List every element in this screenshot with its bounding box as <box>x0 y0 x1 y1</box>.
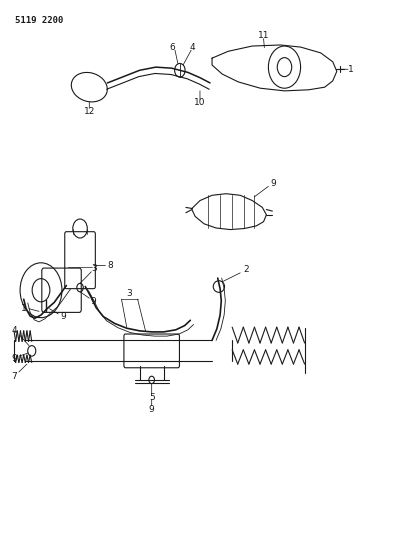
Text: 12: 12 <box>84 108 95 116</box>
Text: 3: 3 <box>126 289 133 298</box>
Text: 8: 8 <box>108 261 113 270</box>
Text: 5119 2200: 5119 2200 <box>15 16 63 25</box>
Text: 2: 2 <box>243 265 248 273</box>
Text: 9: 9 <box>91 297 96 306</box>
Text: 1: 1 <box>21 304 27 313</box>
Text: 9: 9 <box>149 406 155 415</box>
Text: 9: 9 <box>11 354 17 363</box>
Text: 9: 9 <box>271 179 276 188</box>
Text: 10: 10 <box>194 99 206 108</box>
Text: 4: 4 <box>12 326 18 335</box>
Text: 4: 4 <box>189 43 195 52</box>
Text: 6: 6 <box>169 43 175 52</box>
Text: 1: 1 <box>348 64 354 74</box>
Text: 7: 7 <box>11 372 17 381</box>
Text: 11: 11 <box>258 31 269 40</box>
Text: 3: 3 <box>92 264 98 273</box>
Text: 9: 9 <box>60 312 66 321</box>
Text: 5: 5 <box>149 393 155 402</box>
